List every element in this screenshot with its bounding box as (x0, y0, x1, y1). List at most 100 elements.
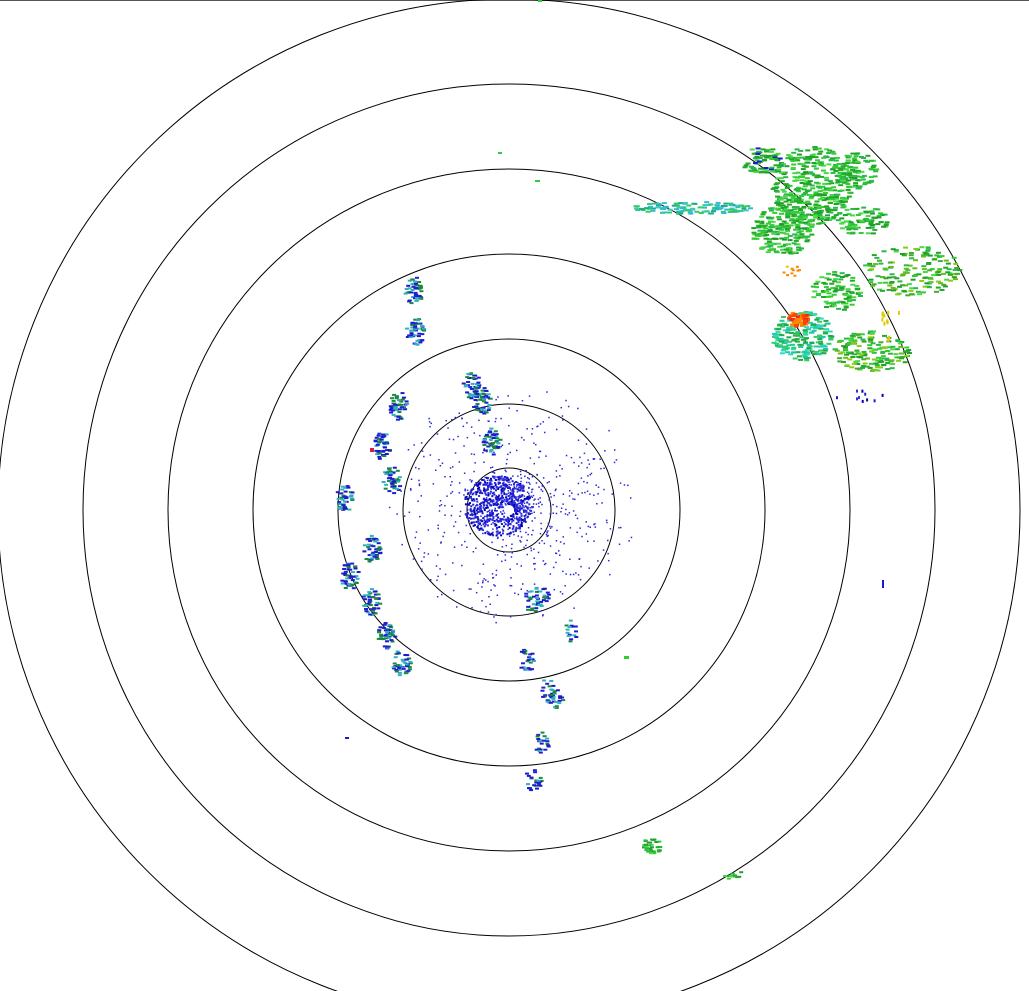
echo-cell (454, 452, 457, 454)
echo-cell (903, 264, 909, 267)
echo-cell (847, 172, 853, 175)
echo-cell (835, 274, 841, 277)
echo-cell (392, 667, 397, 670)
echo-cell (858, 396, 860, 400)
echo-cell (871, 330, 877, 333)
echo-cell (563, 542, 565, 545)
echo-cell (741, 207, 747, 210)
echo-cell (377, 452, 382, 455)
echo-cell (544, 431, 546, 434)
echo-cell (528, 597, 533, 600)
echo-cell (508, 407, 510, 409)
echo-cell (505, 496, 508, 499)
echo-cell (604, 450, 606, 452)
echo-cell (495, 495, 498, 497)
echo-cell (482, 580, 484, 582)
echo-cell (715, 206, 721, 209)
echo-cell (533, 583, 536, 585)
echo-cell (407, 449, 410, 451)
echo-cell (859, 170, 865, 173)
echo-cell (853, 166, 859, 169)
echo-cell (777, 323, 783, 326)
echo-cell (473, 432, 475, 434)
echo-cell (795, 315, 800, 319)
echo-cell (483, 488, 486, 491)
echo-cell (909, 257, 915, 260)
echo-cell (458, 412, 460, 414)
echo-cell (364, 608, 368, 610)
echo-cell (545, 699, 550, 702)
echo-cell (781, 251, 787, 254)
echo-cell (399, 406, 404, 409)
echo-cell (791, 242, 797, 245)
echo-cell (394, 415, 399, 418)
echo-cell (480, 510, 483, 513)
echo-cell (491, 495, 494, 498)
echo-cell (809, 195, 815, 198)
echo-cell (913, 259, 918, 262)
echo-cell (477, 511, 480, 514)
echo-cell (836, 396, 838, 400)
echo-cell (501, 482, 504, 485)
echo-cell (687, 211, 693, 214)
echo-cell (581, 492, 583, 494)
echo-cell (444, 514, 446, 516)
echo-cell (487, 492, 490, 495)
echo-cell (540, 689, 545, 692)
echo-cell (503, 481, 505, 484)
echo-cell (478, 392, 483, 395)
echo-cell (829, 182, 835, 185)
echo-cell (369, 558, 374, 561)
echo-cell (509, 494, 511, 496)
echo-cell (785, 224, 791, 227)
echo-cell (413, 318, 418, 321)
echo-cell (566, 514, 569, 516)
echo-cell (880, 289, 885, 292)
echo-cell (852, 340, 858, 343)
echo-cell (624, 656, 629, 659)
echo-cell (500, 417, 502, 420)
echo-cell (476, 507, 479, 510)
echo-cell (512, 513, 515, 516)
echo-cell (479, 610, 482, 613)
echo-cell (484, 433, 489, 436)
echo-cell (482, 517, 485, 519)
echo-cell (406, 669, 411, 672)
echo-cell (479, 505, 482, 508)
echo-cell (939, 289, 945, 291)
echo-cell (630, 497, 632, 499)
echo-cell (840, 285, 846, 288)
echo-cell (813, 194, 819, 197)
echo-cell (786, 274, 789, 277)
echo-cell (846, 195, 852, 198)
echo-cell (756, 160, 762, 163)
echo-cell (521, 519, 524, 521)
echo-cell (846, 298, 852, 301)
echo-cell (851, 341, 856, 344)
echo-cell (372, 554, 377, 557)
echo-cell (526, 496, 529, 499)
echo-cell (505, 479, 508, 482)
echo-cell (471, 514, 474, 517)
echo-cell (841, 205, 847, 208)
echo-cell (769, 166, 775, 169)
echo-cell (780, 171, 786, 174)
echo-cell (874, 364, 880, 367)
echo-cell (492, 447, 497, 450)
echo-cell (835, 181, 841, 183)
echo-cell (348, 568, 353, 571)
echo-cell (816, 207, 822, 209)
echo-cell (808, 194, 814, 197)
echo-cell (383, 622, 388, 624)
echo-cell (810, 323, 816, 326)
echo-cell (572, 634, 577, 637)
echo-cell (514, 510, 517, 513)
echo-cell (795, 243, 801, 246)
echo-cell (520, 488, 522, 491)
echo-cell (472, 492, 475, 495)
echo-cell (356, 571, 361, 573)
echo-cell (640, 209, 646, 211)
echo-cell (642, 846, 646, 849)
echo-cell (805, 239, 811, 242)
